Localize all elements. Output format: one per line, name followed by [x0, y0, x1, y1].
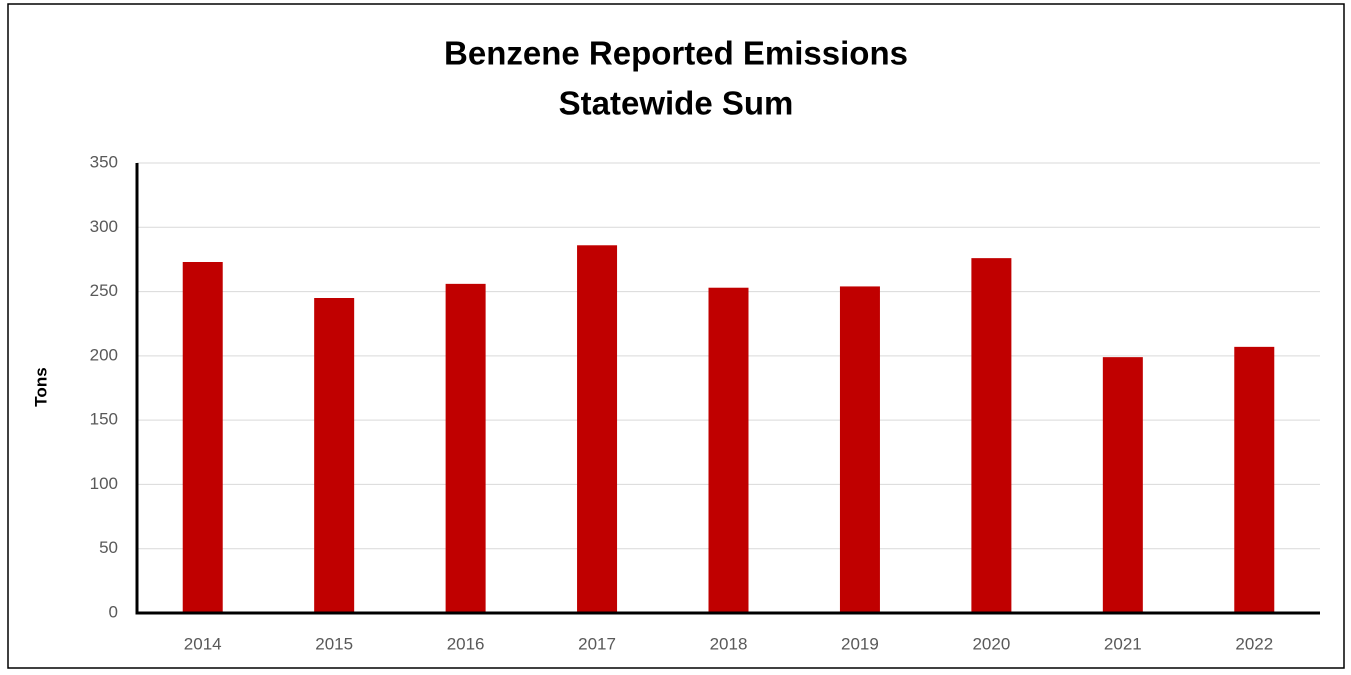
- bar: [577, 245, 618, 614]
- y-tick-label: 200: [90, 345, 118, 364]
- chart-title: Benzene Reported Emissions: [444, 35, 908, 72]
- x-tick-label: 2016: [447, 634, 485, 653]
- y-tick-label: 0: [109, 602, 118, 621]
- bar: [971, 258, 1012, 613]
- y-tick-label: 50: [99, 538, 118, 557]
- x-tick-label: 2018: [710, 634, 748, 653]
- x-tick-label: 2022: [1235, 634, 1273, 653]
- x-tick-label: 2021: [1104, 634, 1142, 653]
- x-tick-label: 2019: [841, 634, 879, 653]
- bar: [839, 286, 880, 613]
- bar: [182, 262, 223, 613]
- y-tick-label: 350: [90, 152, 118, 171]
- y-tick-label: 150: [90, 410, 118, 429]
- bar: [314, 298, 355, 613]
- x-tick-label: 2017: [578, 634, 616, 653]
- x-tick-label: 2015: [315, 634, 353, 653]
- y-axis-title: Tons: [31, 367, 50, 406]
- y-tick-label: 250: [90, 281, 118, 300]
- y-tick-label: 100: [90, 474, 118, 493]
- y-tick-label: 300: [90, 217, 118, 236]
- chart-subtitle: Statewide Sum: [559, 85, 794, 122]
- x-tick-label: 2014: [184, 634, 222, 653]
- bar: [445, 283, 486, 613]
- bar: [708, 287, 749, 613]
- bar: [1234, 346, 1275, 613]
- chart-frame: [7, 3, 1345, 669]
- x-tick-label: 2020: [972, 634, 1010, 653]
- bar: [1102, 357, 1143, 613]
